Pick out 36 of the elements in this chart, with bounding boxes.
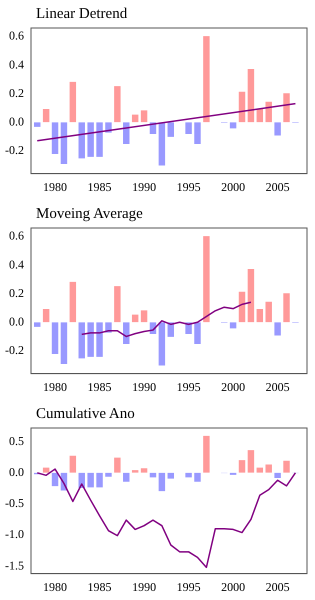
y-tick-label: -0.5 bbox=[4, 496, 24, 510]
y-tick-label: 0.4 bbox=[8, 257, 24, 272]
x-tick-label: 1990 bbox=[132, 380, 156, 394]
y-tick-label: -1.0 bbox=[4, 527, 24, 542]
y-tick-label: 0.6 bbox=[8, 228, 24, 243]
x-tick-label: 1985 bbox=[88, 180, 112, 194]
y-tick-label: -1.5 bbox=[4, 558, 24, 572]
y-tick-label: 0.0 bbox=[8, 314, 24, 328]
chart-title: Cumulative Ano bbox=[36, 406, 135, 423]
x-tick-label: 2005 bbox=[266, 380, 290, 394]
y-tick-label: 0.6 bbox=[8, 28, 24, 43]
x-tick-label: 1995 bbox=[176, 180, 201, 194]
x-tick-label: 1995 bbox=[176, 380, 201, 394]
y-tick-label: -0.2 bbox=[4, 142, 24, 157]
y-tick-label: -0.2 bbox=[4, 342, 24, 357]
x-tick-label: 1995 bbox=[176, 580, 201, 594]
x-tick-label: 1980 bbox=[43, 380, 68, 394]
y-tick-label: 0.0 bbox=[8, 464, 24, 479]
x-tick-label: 2005 bbox=[266, 180, 290, 194]
x-tick-label: 2000 bbox=[221, 180, 246, 194]
y-tick-label: 0.2 bbox=[8, 286, 24, 300]
x-tick-label: 1985 bbox=[88, 580, 112, 594]
y-tick-label: 0.0 bbox=[8, 114, 24, 128]
x-tick-label: 2005 bbox=[266, 580, 290, 594]
x-tick-label: 1980 bbox=[43, 180, 68, 194]
x-tick-label: 1985 bbox=[88, 380, 112, 394]
x-tick-label: 1990 bbox=[132, 580, 156, 594]
y-tick-label: 0.2 bbox=[8, 86, 24, 100]
chart-title: Linear Detrend bbox=[36, 6, 128, 23]
x-tick-label: 1990 bbox=[132, 180, 156, 194]
x-tick-label: 2000 bbox=[221, 580, 246, 594]
x-tick-label: 1980 bbox=[43, 580, 68, 594]
chart-title: Moveing Average bbox=[36, 206, 143, 223]
y-tick-label: 0.5 bbox=[8, 434, 24, 448]
x-tick-label: 2000 bbox=[221, 380, 246, 394]
y-tick-label: 0.4 bbox=[8, 57, 24, 72]
